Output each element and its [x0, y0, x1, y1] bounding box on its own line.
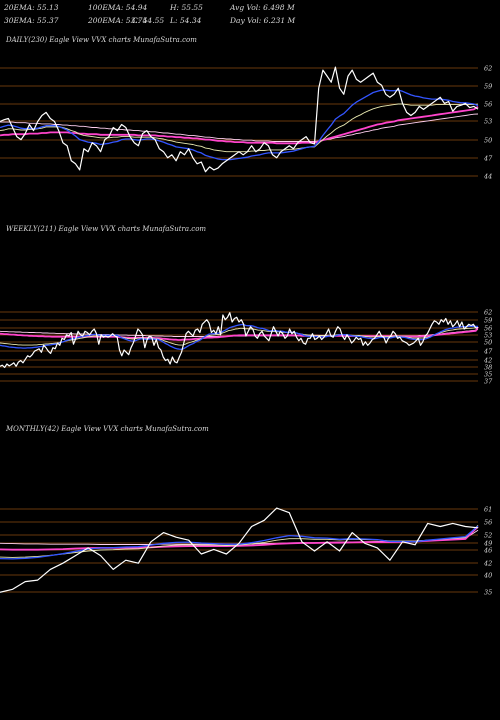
- ema100-label: 100EMA: 54.94: [88, 3, 148, 12]
- y-tick-label: 62: [484, 309, 492, 317]
- y-tick-label: 49: [483, 540, 492, 548]
- y-tick-label: 56: [484, 519, 492, 527]
- y-tick-label: 50: [484, 339, 492, 347]
- low-label: L: 54.34: [170, 16, 202, 25]
- y-tick-label: 35: [484, 371, 492, 379]
- y-tick-label: 42: [483, 560, 492, 568]
- series-ema-slow-line: [0, 105, 479, 145]
- monthly-panel-title: MONTHLY(42) Eagle View VVX charts Munafa…: [6, 425, 209, 433]
- high-label: H: 55.55: [170, 3, 203, 12]
- ema30-label: 30EMA: 55.37: [4, 16, 59, 25]
- series-ema-slow-line: [0, 525, 479, 551]
- y-tick-label: 59: [484, 317, 492, 325]
- y-tick-label: 62: [484, 65, 492, 73]
- ema20-label: 20EMA: 55.13: [4, 3, 59, 12]
- y-tick-label: 44: [483, 173, 492, 181]
- y-tick-label: 59: [484, 83, 492, 91]
- series-ema-fast-line: [0, 323, 478, 350]
- y-tick-label: 38: [484, 364, 492, 372]
- series-ema-long-line: [0, 113, 479, 142]
- y-tick-label: 56: [484, 325, 492, 333]
- y-tick-label: 56: [484, 101, 492, 109]
- series-ema-fast-line: [0, 525, 479, 560]
- y-tick-label: 61: [484, 506, 492, 514]
- y-tick-label: 47: [483, 348, 493, 356]
- y-tick-label: 40: [483, 572, 492, 580]
- y-tick-label: 35: [484, 589, 492, 597]
- y-tick-label: 53: [484, 332, 492, 340]
- y-tick-label: 53: [484, 118, 492, 126]
- y-tick-label: 37: [484, 378, 493, 386]
- weekly-panel-title: WEEKLY(211) Eagle View VVX charts Munafa…: [6, 225, 207, 233]
- y-tick-label: 42: [483, 357, 492, 365]
- y-tick-label: 52: [484, 532, 492, 540]
- series-price-line: [0, 507, 479, 593]
- avg-vol-label: Avg Vol: 6.498 M: [230, 3, 295, 12]
- series-ema-fast-line: [0, 89, 479, 161]
- y-tick-label: 46: [483, 547, 492, 555]
- y-tick-label: 47: [483, 155, 493, 163]
- series-price-line: [0, 312, 479, 369]
- panel-0: 62 59 56 53 50 47 44: [0, 65, 493, 181]
- ema200-label: 200EMA: 53.74: [88, 16, 148, 25]
- daily-panel-title: DAILY(230) Eagle View VVX charts MunafaS…: [6, 36, 197, 44]
- day-vol-label: Day Vol: 6.231 M: [230, 16, 296, 25]
- close-label: C: 54.55: [132, 16, 165, 25]
- y-tick-label: 50: [484, 137, 492, 145]
- series-price-line: [0, 66, 479, 173]
